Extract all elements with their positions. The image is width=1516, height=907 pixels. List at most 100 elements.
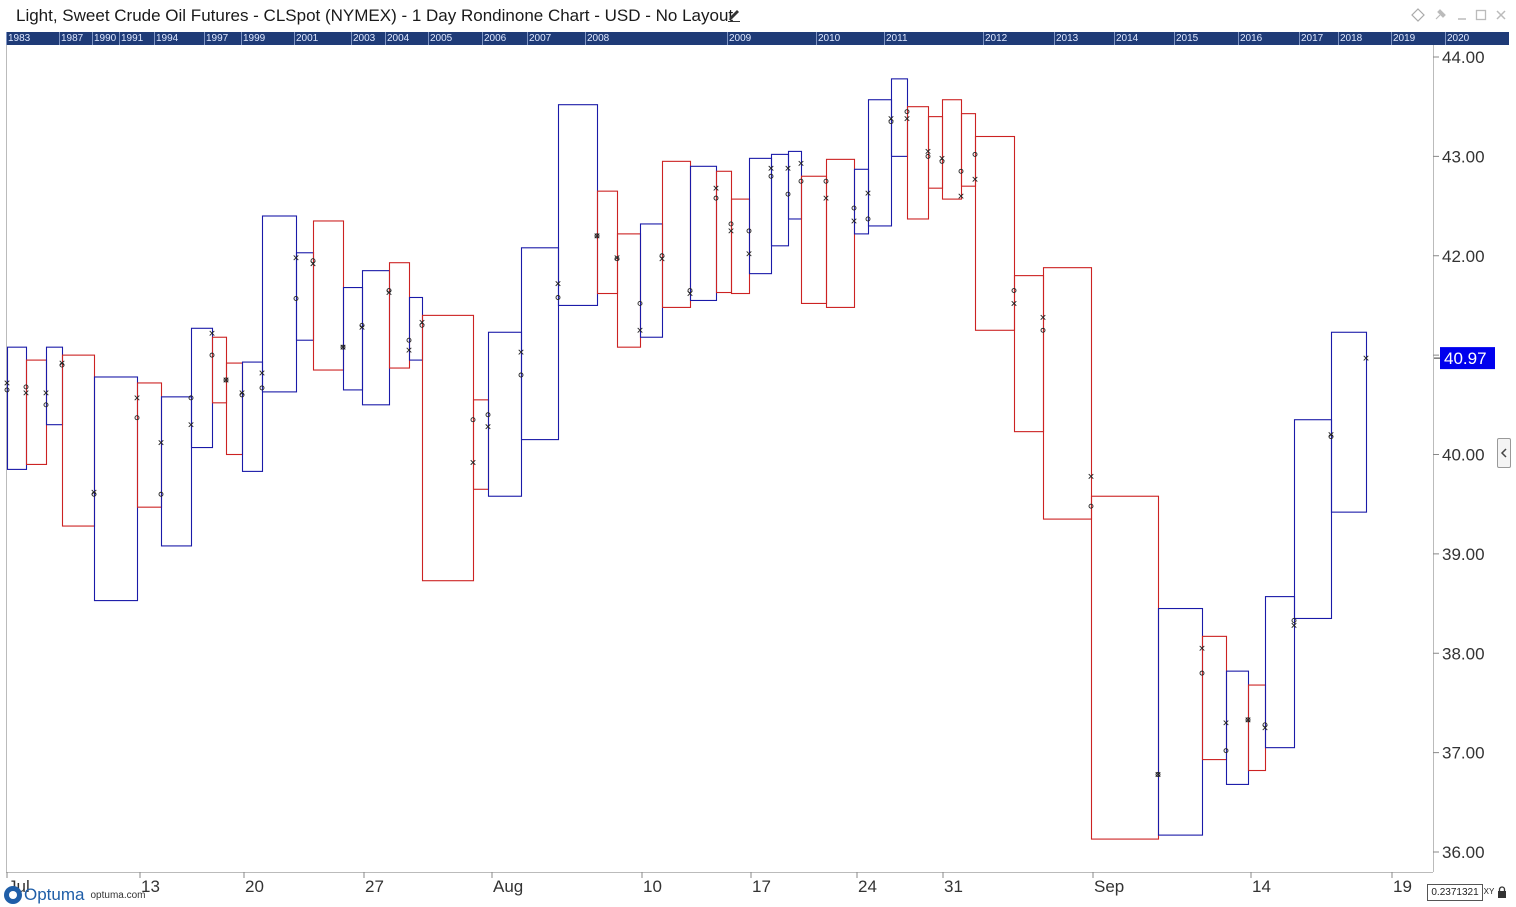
close-marker: [1040, 314, 1046, 320]
close-marker: [158, 439, 164, 446]
year-label[interactable]: 1997: [206, 33, 229, 44]
close-marker: [746, 251, 752, 257]
close-marker: [713, 185, 719, 191]
open-marker: [1199, 670, 1205, 676]
date-tick-label: 14: [1252, 877, 1271, 896]
year-label[interactable]: 1991: [121, 33, 144, 44]
close-marker: [659, 256, 665, 262]
bar-box: [1201, 635, 1228, 761]
year-label[interactable]: 2008: [587, 33, 610, 44]
chevron-left-icon: [1500, 448, 1507, 458]
year-label[interactable]: 1990: [94, 33, 117, 44]
year-label[interactable]: 2012: [985, 33, 1008, 44]
collapse-panel-button[interactable]: [1497, 438, 1511, 468]
year-label[interactable]: 2020: [1447, 33, 1470, 44]
rondinone-bar: [223, 362, 244, 456]
bar-box: [927, 116, 944, 189]
year-label[interactable]: 2014: [1116, 33, 1139, 44]
year-tick: [351, 32, 352, 45]
year-navigator-strip[interactable]: 1983 1987 1990 1991 1994 1997 1999 2001 2003 2004…: [6, 32, 1509, 45]
year-label[interactable]: 2004: [387, 33, 410, 44]
bar-box: [1090, 495, 1160, 840]
close-marker: [637, 327, 643, 333]
close-marker: [406, 347, 412, 353]
bar-box: [960, 113, 977, 187]
rondinone-bar: [359, 270, 391, 406]
year-label[interactable]: 2011: [886, 33, 908, 44]
rondinone-bar: [23, 359, 48, 465]
price-tick-label: 36.00: [1442, 843, 1485, 862]
year-tick: [1054, 32, 1055, 45]
rondinone-bar: [406, 296, 424, 361]
year-label[interactable]: 2019: [1393, 33, 1416, 44]
year-label[interactable]: 1987: [61, 33, 84, 44]
bar-box: [596, 190, 619, 295]
open-marker: [1011, 288, 1017, 293]
date-axis: Jul 13 20 27 Aug 10 17 24 31 Sep 14 19: [6, 872, 1412, 896]
year-label[interactable]: 2018: [1340, 33, 1363, 44]
pin-icon[interactable]: [1433, 8, 1447, 22]
close-icon[interactable]: [1494, 8, 1508, 22]
year-tick: [1114, 32, 1115, 45]
rondinone-bar: [728, 198, 751, 295]
rondinone-bar: [939, 99, 963, 200]
year-label[interactable]: 2001: [296, 33, 319, 44]
open-marker: [713, 195, 719, 201]
open-marker: [728, 221, 734, 227]
year-tick: [1391, 32, 1392, 45]
bar-box: [61, 354, 96, 527]
open-marker: [555, 295, 561, 300]
open-marker: [958, 168, 964, 174]
rondinone-bar: [1040, 267, 1093, 520]
year-label[interactable]: 2010: [818, 33, 841, 44]
bar-box: [557, 104, 599, 306]
rondinone-bar: [555, 104, 599, 306]
date-tick-label: 24: [858, 877, 877, 896]
chart-title: Light, Sweet Crude Oil Futures - CLSpot …: [16, 6, 734, 25]
year-tick: [241, 32, 242, 45]
maximize-icon[interactable]: [1474, 8, 1488, 22]
close-marker: [293, 255, 299, 261]
open-marker: [518, 372, 524, 378]
close-marker: [1262, 725, 1268, 731]
year-label[interactable]: 1999: [243, 33, 266, 44]
rondinone-bar: [209, 330, 228, 404]
minimize-icon[interactable]: [1455, 8, 1469, 22]
open-marker: [1040, 327, 1046, 333]
price-axis: 36.0037.0038.0039.0040.0041.0042.0043.00…: [1433, 48, 1485, 862]
year-label[interactable]: 2015: [1176, 33, 1199, 44]
year-label[interactable]: 2017: [1301, 33, 1324, 44]
rondinone-bar: [340, 286, 364, 391]
open-marker: [1245, 717, 1251, 723]
open-marker: [419, 322, 425, 328]
year-label[interactable]: 2007: [529, 33, 552, 44]
date-tick-label: 19: [1393, 877, 1412, 896]
close-marker: [209, 330, 215, 336]
pencil-edit-icon[interactable]: [726, 7, 742, 23]
year-tick: [154, 32, 155, 45]
open-marker: [659, 253, 665, 259]
lock-icon[interactable]: [1497, 886, 1507, 898]
year-label[interactable]: 1983: [8, 33, 31, 44]
close-marker: [614, 255, 620, 261]
year-label[interactable]: 2016: [1240, 33, 1263, 44]
xy-toggle[interactable]: XY: [1483, 887, 1495, 896]
year-label[interactable]: 2013: [1056, 33, 1079, 44]
year-tick: [1445, 32, 1446, 45]
open-marker: [1223, 748, 1229, 754]
year-label[interactable]: 2006: [484, 33, 507, 44]
open-marker: [888, 119, 894, 125]
year-label[interactable]: 2003: [353, 33, 376, 44]
rondinone-bar: [470, 399, 490, 490]
logo-url[interactable]: optuma.com: [90, 889, 146, 901]
year-label[interactable]: 1994: [156, 33, 179, 44]
rondinone-bar: [1291, 419, 1333, 629]
close-marker: [4, 380, 10, 386]
price-tick-label: 40.00: [1442, 446, 1485, 465]
close-marker: [188, 422, 194, 428]
year-label[interactable]: 2009: [729, 33, 752, 44]
year-label[interactable]: 2005: [430, 33, 453, 44]
diamond-icon[interactable]: [1411, 8, 1425, 22]
rondinone-bar: [1199, 635, 1228, 761]
